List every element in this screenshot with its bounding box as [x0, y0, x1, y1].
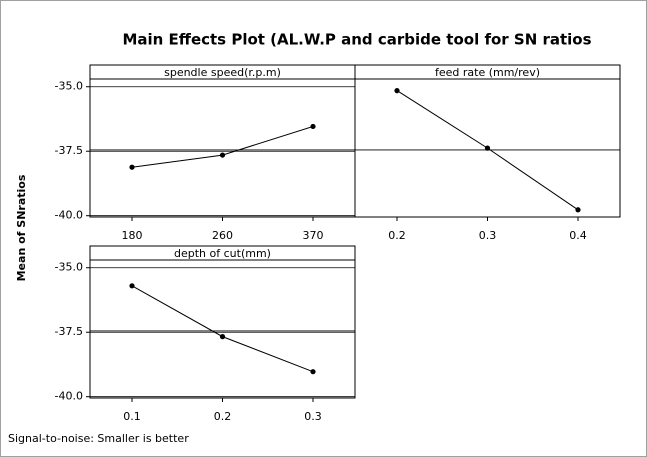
data-point — [575, 207, 581, 213]
x-tick-label: 0.4 — [569, 229, 587, 242]
x-tick-label: 180 — [122, 229, 143, 242]
data-point — [310, 369, 316, 375]
panel-strip — [354, 64, 621, 80]
data-point — [219, 152, 226, 158]
panel-title: depth of cut(mm) — [174, 247, 271, 260]
y-tick-label: -40.0 — [55, 390, 83, 403]
data-point — [129, 164, 135, 170]
data-point — [219, 334, 226, 340]
y-tick-label: -35.0 — [55, 80, 83, 93]
y-tick-label: -35.0 — [55, 261, 83, 274]
y-tick-label: -37.5 — [55, 144, 83, 157]
y-tick-label: -37.5 — [55, 325, 83, 338]
data-point — [484, 145, 491, 151]
x-tick-label: 370 — [303, 229, 324, 242]
y-tick-label: -40.0 — [55, 209, 83, 222]
y-axis-label: Mean of SNratios — [15, 174, 28, 281]
data-point — [310, 123, 316, 130]
data-point — [394, 88, 400, 94]
x-tick-label: 260 — [212, 229, 233, 242]
x-tick-label: 0.1 — [123, 410, 141, 423]
chart-title: Main Effects Plot (AL.W.P and carbide to… — [122, 31, 591, 49]
x-tick-label: 0.3 — [479, 229, 497, 242]
x-tick-label: 0.2 — [214, 410, 232, 423]
panel-title: spendle speed(r.p.m) — [164, 66, 281, 79]
footnote: Signal-to-noise: Smaller is better — [8, 432, 189, 445]
panel — [89, 259, 356, 399]
panel-strip — [89, 245, 356, 261]
x-tick-label: 0.2 — [388, 229, 406, 242]
x-tick-label: 0.3 — [304, 410, 322, 423]
panel-title: feed rate (mm/rev) — [435, 66, 540, 79]
panel — [89, 78, 356, 218]
data-point — [129, 283, 135, 289]
